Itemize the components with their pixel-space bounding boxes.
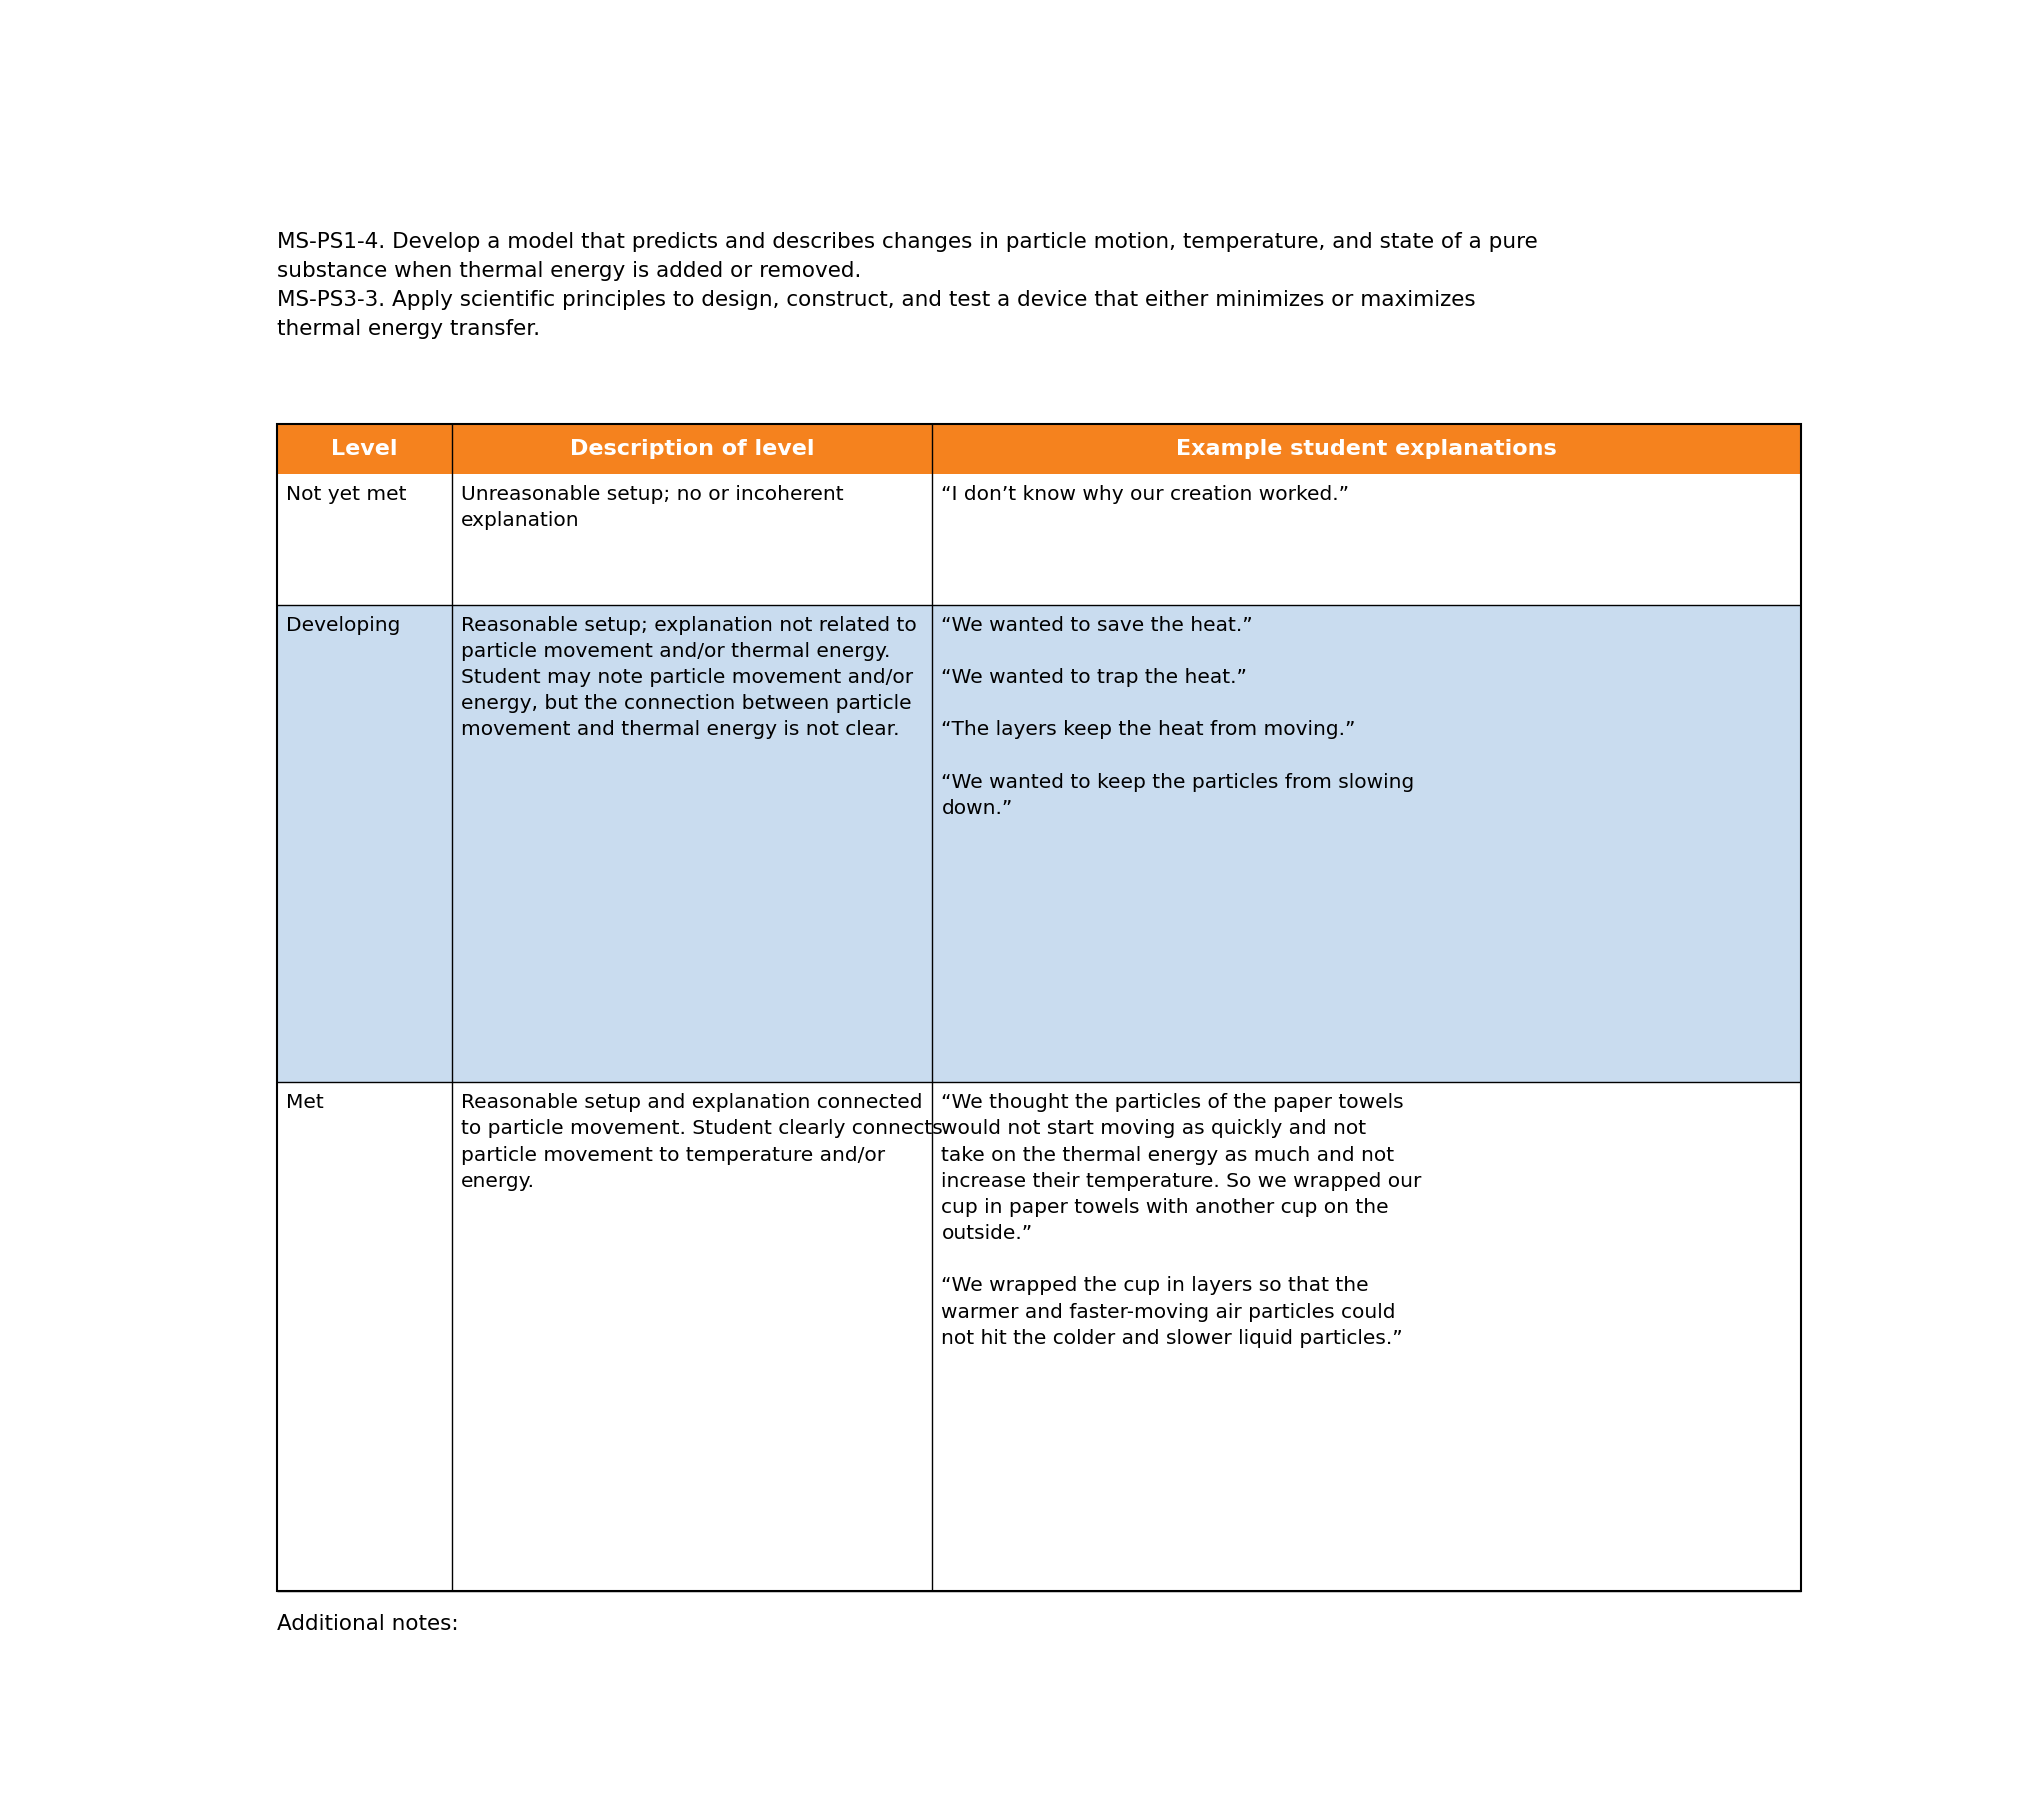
Text: “The layers keep the heat from moving.”: “The layers keep the heat from moving.” bbox=[941, 720, 1356, 740]
Bar bbox=[276, 423, 1802, 474]
Text: take on the thermal energy as much and not: take on the thermal energy as much and n… bbox=[941, 1145, 1395, 1165]
Text: to particle movement. Student clearly connects: to particle movement. Student clearly co… bbox=[462, 1120, 943, 1138]
Text: particle movement to temperature and/or: particle movement to temperature and/or bbox=[462, 1145, 886, 1165]
Text: Developing: Developing bbox=[286, 616, 399, 634]
Text: MS-PS3-3. Apply scientific principles to design, construct, and test a device th: MS-PS3-3. Apply scientific principles to… bbox=[276, 290, 1476, 310]
Text: Met: Met bbox=[286, 1093, 324, 1113]
Text: “I don’t know why our creation worked.”: “I don’t know why our creation worked.” bbox=[941, 484, 1350, 504]
Text: “We wanted to keep the particles from slowing: “We wanted to keep the particles from sl… bbox=[941, 773, 1415, 792]
Text: Additional notes:: Additional notes: bbox=[276, 1614, 458, 1634]
Bar bbox=[276, 474, 1802, 605]
Bar bbox=[276, 423, 1802, 1590]
Text: MS-PS1-4. Develop a model that predicts and describes changes in particle motion: MS-PS1-4. Develop a model that predicts … bbox=[276, 232, 1536, 252]
Text: warmer and faster-moving air particles could: warmer and faster-moving air particles c… bbox=[941, 1302, 1397, 1322]
Text: “We wanted to trap the heat.”: “We wanted to trap the heat.” bbox=[941, 668, 1247, 688]
Text: “We wanted to save the heat.”: “We wanted to save the heat.” bbox=[941, 616, 1253, 634]
Text: Not yet met: Not yet met bbox=[286, 484, 407, 504]
Text: outside.”: outside.” bbox=[941, 1225, 1032, 1243]
Text: “We thought the particles of the paper towels: “We thought the particles of the paper t… bbox=[941, 1093, 1405, 1113]
Text: Unreasonable setup; no or incoherent: Unreasonable setup; no or incoherent bbox=[462, 484, 843, 504]
Bar bbox=[276, 1082, 1802, 1590]
Text: “We wrapped the cup in layers so that the: “We wrapped the cup in layers so that th… bbox=[941, 1277, 1368, 1295]
Text: Student may note particle movement and/or: Student may note particle movement and/o… bbox=[462, 668, 914, 688]
Text: energy.: energy. bbox=[462, 1172, 535, 1190]
Text: particle movement and/or thermal energy.: particle movement and/or thermal energy. bbox=[462, 641, 890, 661]
Text: thermal energy transfer.: thermal energy transfer. bbox=[276, 319, 539, 339]
Text: not hit the colder and slower liquid particles.”: not hit the colder and slower liquid par… bbox=[941, 1329, 1403, 1347]
Text: increase their temperature. So we wrapped our: increase their temperature. So we wrappe… bbox=[941, 1172, 1421, 1190]
Text: movement and thermal energy is not clear.: movement and thermal energy is not clear… bbox=[462, 720, 900, 740]
Text: Reasonable setup and explanation connected: Reasonable setup and explanation connect… bbox=[462, 1093, 922, 1113]
Bar bbox=[276, 605, 1802, 1082]
Text: Level: Level bbox=[330, 439, 397, 459]
Text: Reasonable setup; explanation not related to: Reasonable setup; explanation not relate… bbox=[462, 616, 916, 634]
Text: substance when thermal energy is added or removed.: substance when thermal energy is added o… bbox=[276, 261, 861, 281]
Text: energy, but the connection between particle: energy, but the connection between parti… bbox=[462, 695, 912, 713]
Text: Example student explanations: Example student explanations bbox=[1176, 439, 1557, 459]
Text: down.”: down.” bbox=[941, 800, 1014, 818]
Text: explanation: explanation bbox=[462, 511, 580, 529]
Text: cup in paper towels with another cup on the: cup in paper towels with another cup on … bbox=[941, 1198, 1388, 1217]
Text: Description of level: Description of level bbox=[570, 439, 815, 459]
Text: would not start moving as quickly and not: would not start moving as quickly and no… bbox=[941, 1120, 1366, 1138]
